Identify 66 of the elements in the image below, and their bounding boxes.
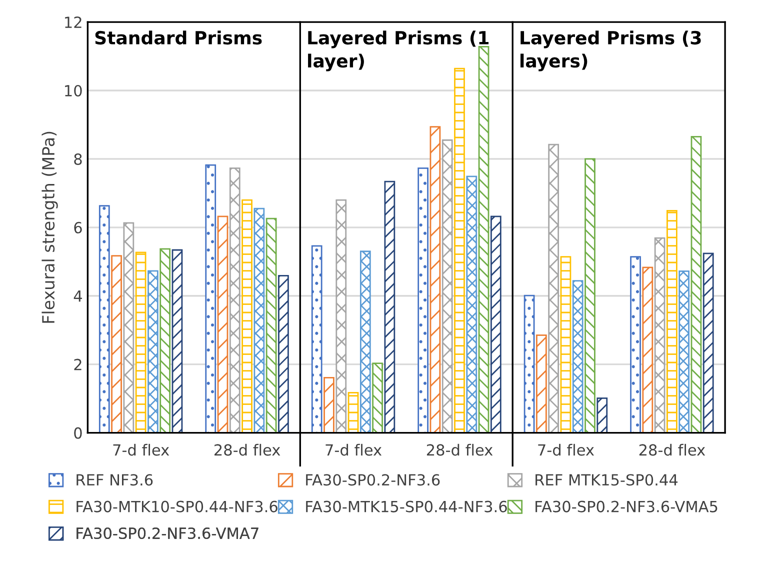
bar <box>702 252 714 433</box>
y-tick-label: 4 <box>74 290 82 302</box>
bar <box>678 270 690 433</box>
y-tick-label: 2 <box>74 358 82 370</box>
x-tick-label: 7-d flex <box>538 444 594 456</box>
bar <box>548 144 560 433</box>
bar <box>135 252 146 433</box>
bar <box>360 250 371 433</box>
bar <box>690 136 702 433</box>
y-axis-title: Flexural strength (MPa) <box>42 132 58 323</box>
bar <box>430 126 441 433</box>
legend-label: FA30-SP0.2-NF3.6 <box>306 474 440 486</box>
bar <box>336 199 347 433</box>
legend-label: FA30-MTK10-SP0.44-NF3.6 <box>76 500 278 512</box>
legend-label: FA30-SP0.2-NF3.6-VMA5 <box>536 500 718 512</box>
x-tick-label: 7-d flex <box>326 444 382 456</box>
bar <box>266 218 277 433</box>
y-tick-label: 12 <box>65 16 82 28</box>
bar <box>205 164 216 433</box>
bar <box>123 222 134 433</box>
bar <box>454 68 465 433</box>
bar <box>242 199 252 433</box>
bar <box>536 334 547 433</box>
y-tick-label: 8 <box>74 153 82 165</box>
bar <box>372 362 383 433</box>
bar <box>572 280 584 433</box>
bar <box>278 274 289 433</box>
x-tick-label: 7-d flex <box>113 444 170 456</box>
bar <box>666 210 678 433</box>
y-tick-label: 6 <box>74 222 82 234</box>
x-tick-label: 28-d flex <box>639 444 706 456</box>
bar <box>172 249 183 433</box>
bar <box>324 376 334 433</box>
legend-label: FA30-MTK15-SP0.44-NF3.6 <box>306 500 507 512</box>
bar <box>478 46 490 433</box>
bar <box>111 255 122 433</box>
y-tick-label: 10 <box>65 84 82 97</box>
legend-label: FA30-SP0.2-NF3.6-VMA7 <box>76 527 258 540</box>
annotation: Standard Prisms <box>95 30 262 45</box>
x-tick-label: 28-d flex <box>214 444 280 456</box>
bar <box>642 266 654 433</box>
bar <box>596 398 608 433</box>
x-tick-label: 28-d flex <box>426 444 493 456</box>
bar <box>384 180 396 433</box>
bar <box>466 176 478 433</box>
bar <box>584 158 596 433</box>
bar <box>418 168 428 433</box>
bar <box>98 205 110 433</box>
bar <box>348 392 359 433</box>
legend-label: REF MTK15-SP0.44 <box>536 474 678 486</box>
bar <box>560 256 572 433</box>
bar <box>229 168 240 433</box>
bar <box>148 270 158 433</box>
bar <box>630 256 641 433</box>
y-tick-label: 0 <box>74 427 82 439</box>
annotation: Layered Prisms (3 layers) <box>520 30 701 72</box>
bar <box>311 245 322 433</box>
bar <box>254 208 265 433</box>
bar <box>654 237 666 433</box>
annotation: Layered Prisms (1 layer) <box>308 30 489 72</box>
bar <box>524 294 535 433</box>
bar <box>442 139 453 433</box>
bar <box>490 216 502 433</box>
bar <box>160 248 171 433</box>
legend-label: REF NF3.6 <box>76 474 153 486</box>
bar <box>217 216 228 433</box>
